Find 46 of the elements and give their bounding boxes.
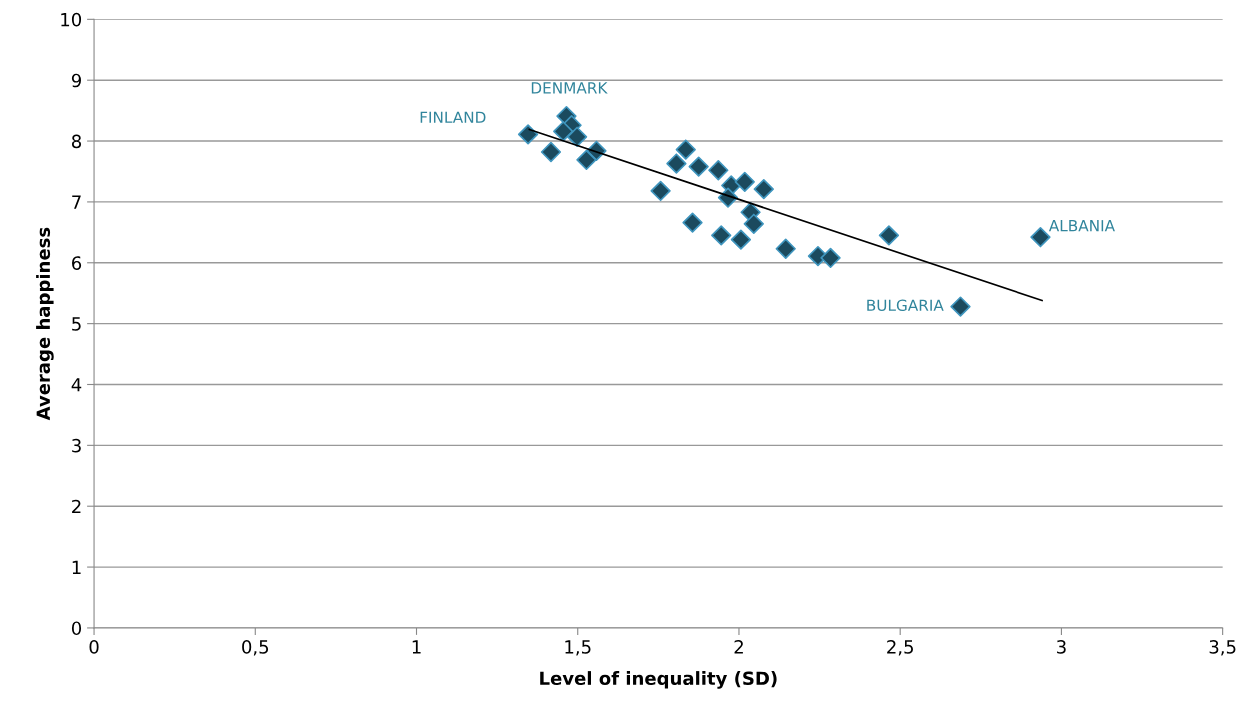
point [553,121,574,142]
point [540,141,562,163]
y-axis-title: Average happiness [36,227,54,421]
annotation: FINLAND [420,111,486,123]
point [688,156,709,177]
y-tick-label: 7 [72,195,81,209]
x-axis-title: Level of inequality (SD) [540,671,777,689]
x-tick-label: 0,5 [242,640,269,656]
point [878,225,900,246]
point [576,149,597,171]
y-tick-label: 0 [71,621,82,636]
point [708,160,729,181]
point [566,126,588,147]
point [820,247,841,269]
point [675,139,696,160]
point [734,171,755,192]
x-tick-label: 1,5 [565,640,591,656]
point [1030,227,1051,248]
y-tick-label: 2 [72,499,81,514]
point [730,229,752,250]
y-tick-label: 4 [71,378,82,392]
y-tick-label: 8 [71,134,82,149]
x-tick-label: 1 [412,640,421,654]
y-tick-label: 5 [72,317,81,331]
point [950,296,971,317]
annotation: ALBANIA [1048,220,1115,232]
x-tick-label: 3,5 [1209,640,1236,656]
x-tick-label: 2,5 [887,640,913,656]
point [711,225,732,246]
annotation: BULGARIA [867,299,944,312]
y-tick-label: 6 [72,256,82,270]
x-tick-label: 0 [89,640,99,654]
annotation: DENMARK [531,82,608,94]
point [650,180,671,202]
point [517,124,539,145]
point [775,238,796,259]
y-tick-label: 10 [61,12,82,27]
point [666,153,687,174]
point [682,212,703,233]
y-tick-label: 3 [72,438,81,453]
point [743,213,764,234]
x-tick-label: 2 [734,640,743,654]
y-tick-label: 9 [71,73,81,88]
x-tick-label: 3 [1057,640,1066,654]
point [753,178,774,200]
y-tick-label: 1 [72,560,81,574]
